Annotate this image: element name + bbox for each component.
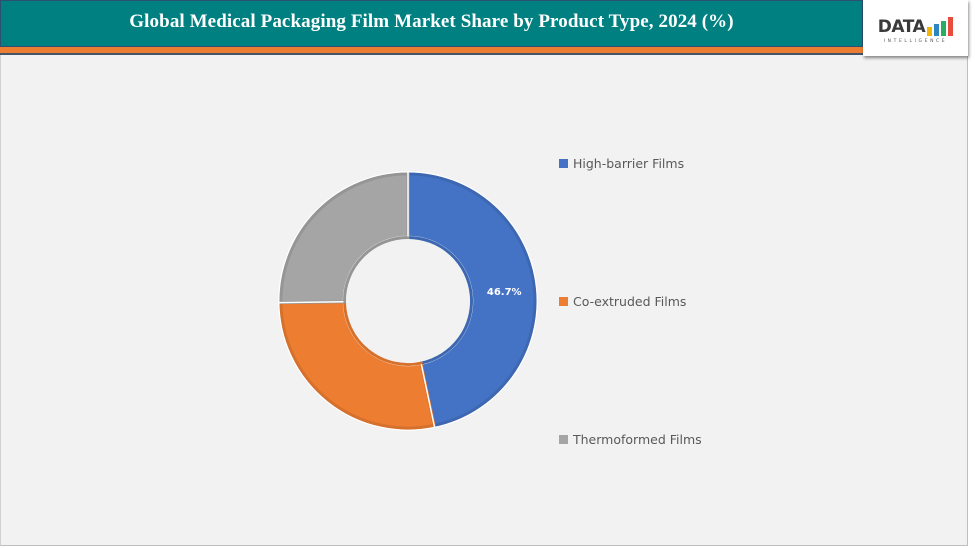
legend-item-high-barrier-films: High-barrier Films	[559, 156, 684, 171]
donut-chart: 46.7%	[278, 171, 538, 431]
legend-item-co-extruded-films: Co-extruded Films	[559, 294, 686, 309]
logo-subtext: INTELLIGENCE	[883, 39, 948, 44]
legend-swatch-icon	[559, 297, 568, 306]
legend-label: Co-extruded Films	[573, 294, 687, 309]
chart-title: Global Medical Packaging Film Market Sha…	[129, 10, 734, 32]
title-banner: Global Medical Packaging Film Market Sha…	[0, 0, 863, 47]
accent-stripe	[0, 47, 863, 53]
legend-item-thermoformed-films: Thermoformed Films	[559, 432, 702, 447]
slice-rim	[279, 172, 410, 305]
chart-area: 46.7% High-barrier Films Co-extruded Film…	[0, 56, 968, 546]
legend-label: High-barrier Films	[573, 156, 685, 171]
legend-label: Thermoformed Films	[573, 432, 702, 447]
slice-divider	[279, 301, 344, 304]
datam-intelligence-logo: DATA INTELLIGENCE	[863, 0, 968, 56]
legend-swatch-icon	[559, 159, 568, 168]
divider-line	[0, 53, 863, 55]
slice-rim	[279, 300, 436, 430]
logo-text: DATA	[877, 17, 926, 37]
legend-swatch-icon	[559, 435, 568, 444]
data-label: 46.7%	[487, 287, 522, 298]
slice-rim	[406, 172, 537, 428]
logo-bars-icon	[927, 16, 954, 36]
slice-divider	[420, 363, 436, 428]
